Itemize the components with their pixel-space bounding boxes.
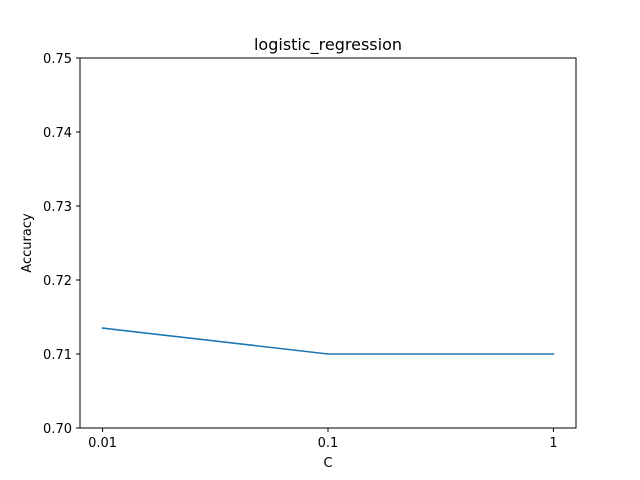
- plot-area: [80, 58, 576, 428]
- y-tick-label: 0.72: [43, 274, 72, 289]
- series-layer: [101, 327, 555, 355]
- x-tick-label: 0.1: [318, 436, 339, 451]
- y-tick-label: 0.73: [43, 200, 72, 215]
- x-tick-label: 1: [549, 436, 557, 451]
- chart-title: logistic_regression: [254, 35, 402, 55]
- y-tick-label: 0.75: [43, 52, 72, 67]
- series-line: [101, 327, 555, 355]
- y-tick-label: 0.71: [43, 348, 72, 363]
- y-tick-label: 0.74: [43, 126, 72, 141]
- x-axis-ticks: 0.01 0.1 1: [88, 428, 558, 451]
- x-tick-label: 0.01: [88, 436, 117, 451]
- y-axis-ticks: 0.70 0.71 0.72 0.73 0.74 0.75: [43, 52, 80, 437]
- x-axis-label: C: [323, 456, 332, 471]
- y-tick-label: 0.70: [43, 422, 72, 437]
- y-axis-label: Accuracy: [20, 213, 35, 273]
- plot-frame: [79, 57, 577, 429]
